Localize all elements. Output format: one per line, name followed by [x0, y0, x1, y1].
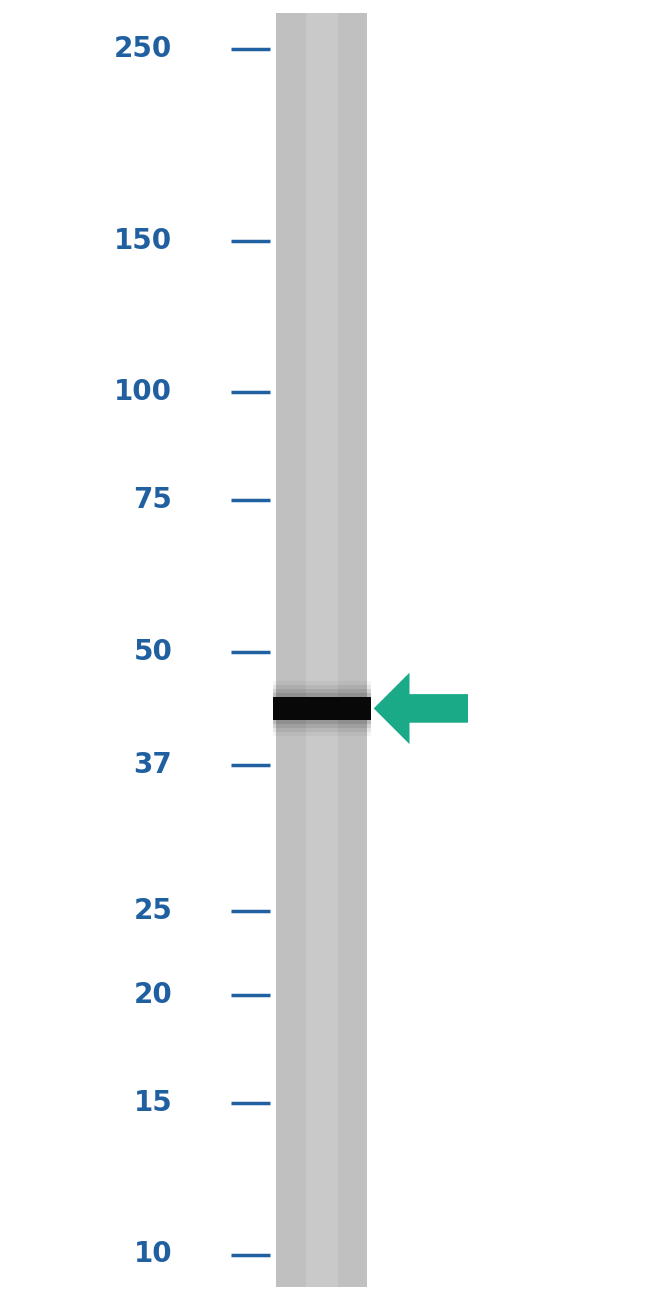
Text: 150: 150 [114, 226, 172, 255]
Bar [276, 13, 367, 1287]
Text: 100: 100 [114, 378, 172, 407]
Bar [306, 13, 338, 1287]
Text: 50: 50 [133, 638, 172, 666]
Text: 250: 250 [114, 35, 172, 64]
Text: 75: 75 [133, 486, 172, 514]
Text: 37: 37 [133, 750, 172, 779]
Bar [273, 697, 370, 720]
Bar [273, 689, 370, 728]
Bar [273, 685, 370, 732]
Text: 10: 10 [134, 1240, 172, 1269]
Text: 20: 20 [133, 982, 172, 1009]
Text: 25: 25 [133, 897, 172, 926]
Text: 15: 15 [133, 1088, 172, 1117]
Bar [273, 693, 370, 724]
Bar [273, 681, 370, 736]
FancyArrow shape [374, 672, 468, 744]
